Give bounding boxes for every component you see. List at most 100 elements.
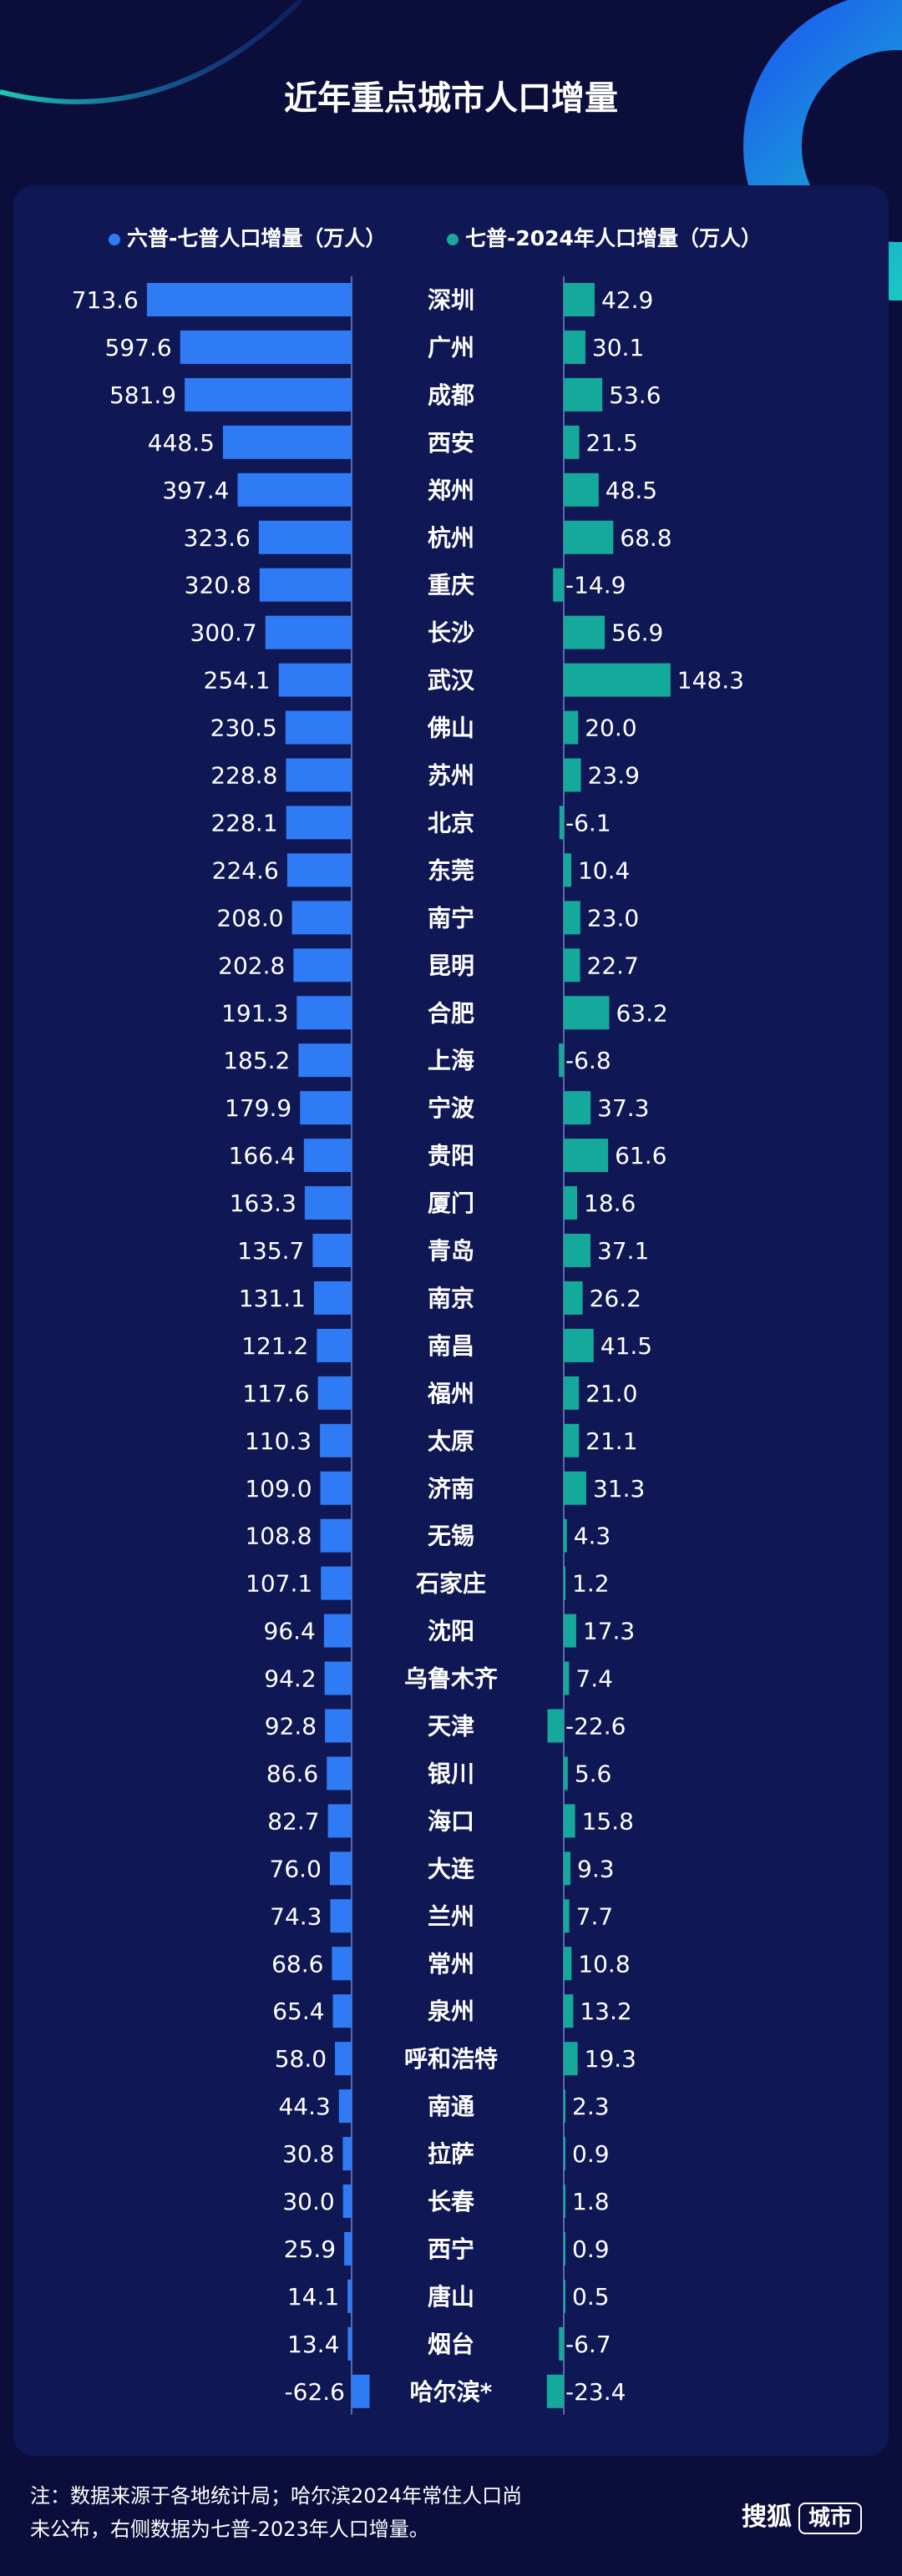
bar-series-1-28 bbox=[323, 1614, 352, 1648]
value-label-series-1-0: 713.6 bbox=[72, 286, 139, 314]
category-label-12: 东莞 bbox=[428, 856, 474, 884]
value-label-series-1-10: 228.8 bbox=[210, 762, 277, 790]
bar-series-1-25 bbox=[320, 1471, 352, 1505]
category-label-16: 上海 bbox=[428, 1047, 474, 1074]
bar-series-2-36 bbox=[564, 1994, 574, 2028]
category-label-10: 苏州 bbox=[428, 762, 474, 790]
bar-series-2-7 bbox=[564, 615, 606, 649]
category-label-3: 西安 bbox=[428, 429, 474, 457]
bar-series-1-23 bbox=[317, 1376, 352, 1410]
category-label-20: 青岛 bbox=[428, 1237, 474, 1265]
value-label-series-1-27: 107.1 bbox=[246, 1570, 312, 1598]
value-label-series-2-26: 4.3 bbox=[574, 1523, 611, 1550]
bar-series-1-5 bbox=[258, 520, 352, 554]
bar-series-1-36 bbox=[332, 1994, 352, 2028]
value-label-series-1-30: 92.8 bbox=[265, 1713, 317, 1740]
bar-series-2-11 bbox=[559, 806, 564, 840]
bar-series-2-44 bbox=[546, 2374, 564, 2408]
value-label-series-2-4: 48.5 bbox=[606, 477, 657, 504]
category-label-7: 长沙 bbox=[428, 619, 474, 647]
value-label-series-1-12: 224.6 bbox=[212, 856, 279, 884]
brand-logo: 搜狐 城市 bbox=[742, 2501, 863, 2534]
value-label-series-1-5: 323.6 bbox=[184, 524, 251, 552]
value-label-series-2-24: 21.1 bbox=[585, 1427, 637, 1455]
value-label-series-2-3: 21.5 bbox=[586, 429, 638, 457]
bar-series-2-40 bbox=[564, 2185, 565, 2218]
bar-series-1-8 bbox=[278, 663, 352, 697]
value-label-series-1-21: 131.1 bbox=[239, 1285, 306, 1312]
bar-series-2-14 bbox=[564, 948, 580, 982]
bar-series-2-43 bbox=[559, 2326, 564, 2361]
bar-series-2-20 bbox=[564, 1234, 590, 1267]
value-label-series-2-12: 10.4 bbox=[578, 856, 630, 884]
bar-series-1-42 bbox=[347, 2279, 352, 2313]
value-label-series-2-32: 15.8 bbox=[582, 1807, 634, 1835]
bar-series-2-27 bbox=[564, 1566, 565, 1600]
bar-series-1-7 bbox=[265, 615, 352, 649]
bar-series-1-15 bbox=[296, 996, 352, 1030]
category-label-19: 厦门 bbox=[428, 1190, 474, 1217]
category-label-36: 泉州 bbox=[428, 1998, 474, 2025]
value-label-series-2-17: 37.3 bbox=[597, 1094, 649, 1122]
value-label-series-1-2: 581.9 bbox=[109, 381, 176, 409]
category-label-34: 兰州 bbox=[428, 1902, 474, 1930]
value-label-series-2-2: 53.6 bbox=[609, 381, 661, 409]
chart-title: 近年重点城市人口增量 bbox=[284, 79, 618, 118]
category-label-41: 西宁 bbox=[428, 2235, 474, 2263]
category-label-42: 唐山 bbox=[428, 2283, 474, 2311]
value-label-series-2-39: 0.9 bbox=[572, 2140, 610, 2168]
bar-chart: 713.6 深圳 42.9 597.6 广州 30.1 581.9 成都 53.6 448.5 西安… bbox=[72, 276, 744, 2415]
bar-series-2-38 bbox=[564, 2089, 565, 2124]
value-label-series-2-13: 23.0 bbox=[587, 904, 639, 932]
value-label-series-1-41: 25.9 bbox=[284, 2235, 336, 2263]
bar-series-2-25 bbox=[564, 1471, 586, 1505]
bar-series-2-4 bbox=[564, 472, 599, 507]
bar-series-1-18 bbox=[303, 1139, 352, 1173]
bar-series-1-3 bbox=[222, 425, 352, 459]
value-label-series-1-8: 254.1 bbox=[204, 667, 271, 695]
bar-series-2-22 bbox=[564, 1328, 594, 1362]
category-label-27: 石家庄 bbox=[415, 1570, 486, 1598]
bar-series-2-30 bbox=[547, 1709, 564, 1743]
value-label-series-2-1: 30.1 bbox=[592, 334, 644, 361]
value-label-series-2-37: 19.3 bbox=[585, 2045, 636, 2073]
category-label-11: 北京 bbox=[428, 809, 474, 836]
value-label-series-1-44: -62.6 bbox=[285, 2378, 345, 2406]
value-label-series-1-7: 300.7 bbox=[190, 619, 257, 647]
category-label-44: 哈尔滨* bbox=[410, 2378, 493, 2406]
bar-series-2-24 bbox=[564, 1423, 580, 1457]
legend-item-series-2: 七普-2024年人口增量（万人） bbox=[447, 224, 762, 254]
value-label-series-1-3: 448.5 bbox=[148, 429, 215, 457]
bar-series-2-15 bbox=[564, 996, 610, 1030]
bar-series-1-37 bbox=[335, 2042, 352, 2076]
bar-series-2-12 bbox=[564, 853, 571, 887]
value-label-series-2-14: 22.7 bbox=[587, 952, 639, 979]
value-label-series-2-40: 1.8 bbox=[572, 2188, 610, 2215]
value-label-series-1-42: 14.1 bbox=[287, 2283, 339, 2311]
value-label-series-2-41: 0.9 bbox=[572, 2235, 610, 2263]
bar-series-1-2 bbox=[185, 377, 352, 412]
value-label-series-1-34: 74.3 bbox=[270, 1902, 322, 1930]
bar-series-2-23 bbox=[564, 1376, 580, 1410]
bar-series-1-10 bbox=[286, 758, 352, 792]
value-label-series-2-9: 20.0 bbox=[585, 715, 636, 742]
value-label-series-2-10: 23.9 bbox=[588, 762, 640, 790]
bar-series-1-17 bbox=[300, 1091, 352, 1125]
bar-series-2-28 bbox=[564, 1614, 576, 1648]
value-label-series-2-18: 61.6 bbox=[615, 1142, 666, 1169]
category-label-17: 宁波 bbox=[428, 1094, 475, 1122]
value-label-series-1-43: 13.4 bbox=[287, 2331, 339, 2358]
category-label-28: 沈阳 bbox=[428, 1618, 474, 1645]
value-label-series-2-22: 41.5 bbox=[600, 1332, 652, 1360]
value-label-series-2-6: -14.9 bbox=[565, 572, 626, 599]
bar-series-1-13 bbox=[291, 901, 352, 935]
value-label-series-2-31: 5.6 bbox=[575, 1760, 612, 1787]
value-label-series-1-4: 397.4 bbox=[162, 477, 229, 504]
value-label-series-1-35: 68.6 bbox=[271, 1950, 323, 1977]
category-label-22: 南昌 bbox=[428, 1332, 474, 1360]
value-label-series-1-31: 86.6 bbox=[266, 1760, 318, 1787]
bar-series-2-6 bbox=[553, 568, 564, 602]
category-label-21: 南京 bbox=[428, 1285, 474, 1312]
bar-series-2-0 bbox=[564, 283, 595, 316]
value-label-series-2-7: 56.9 bbox=[611, 619, 663, 647]
